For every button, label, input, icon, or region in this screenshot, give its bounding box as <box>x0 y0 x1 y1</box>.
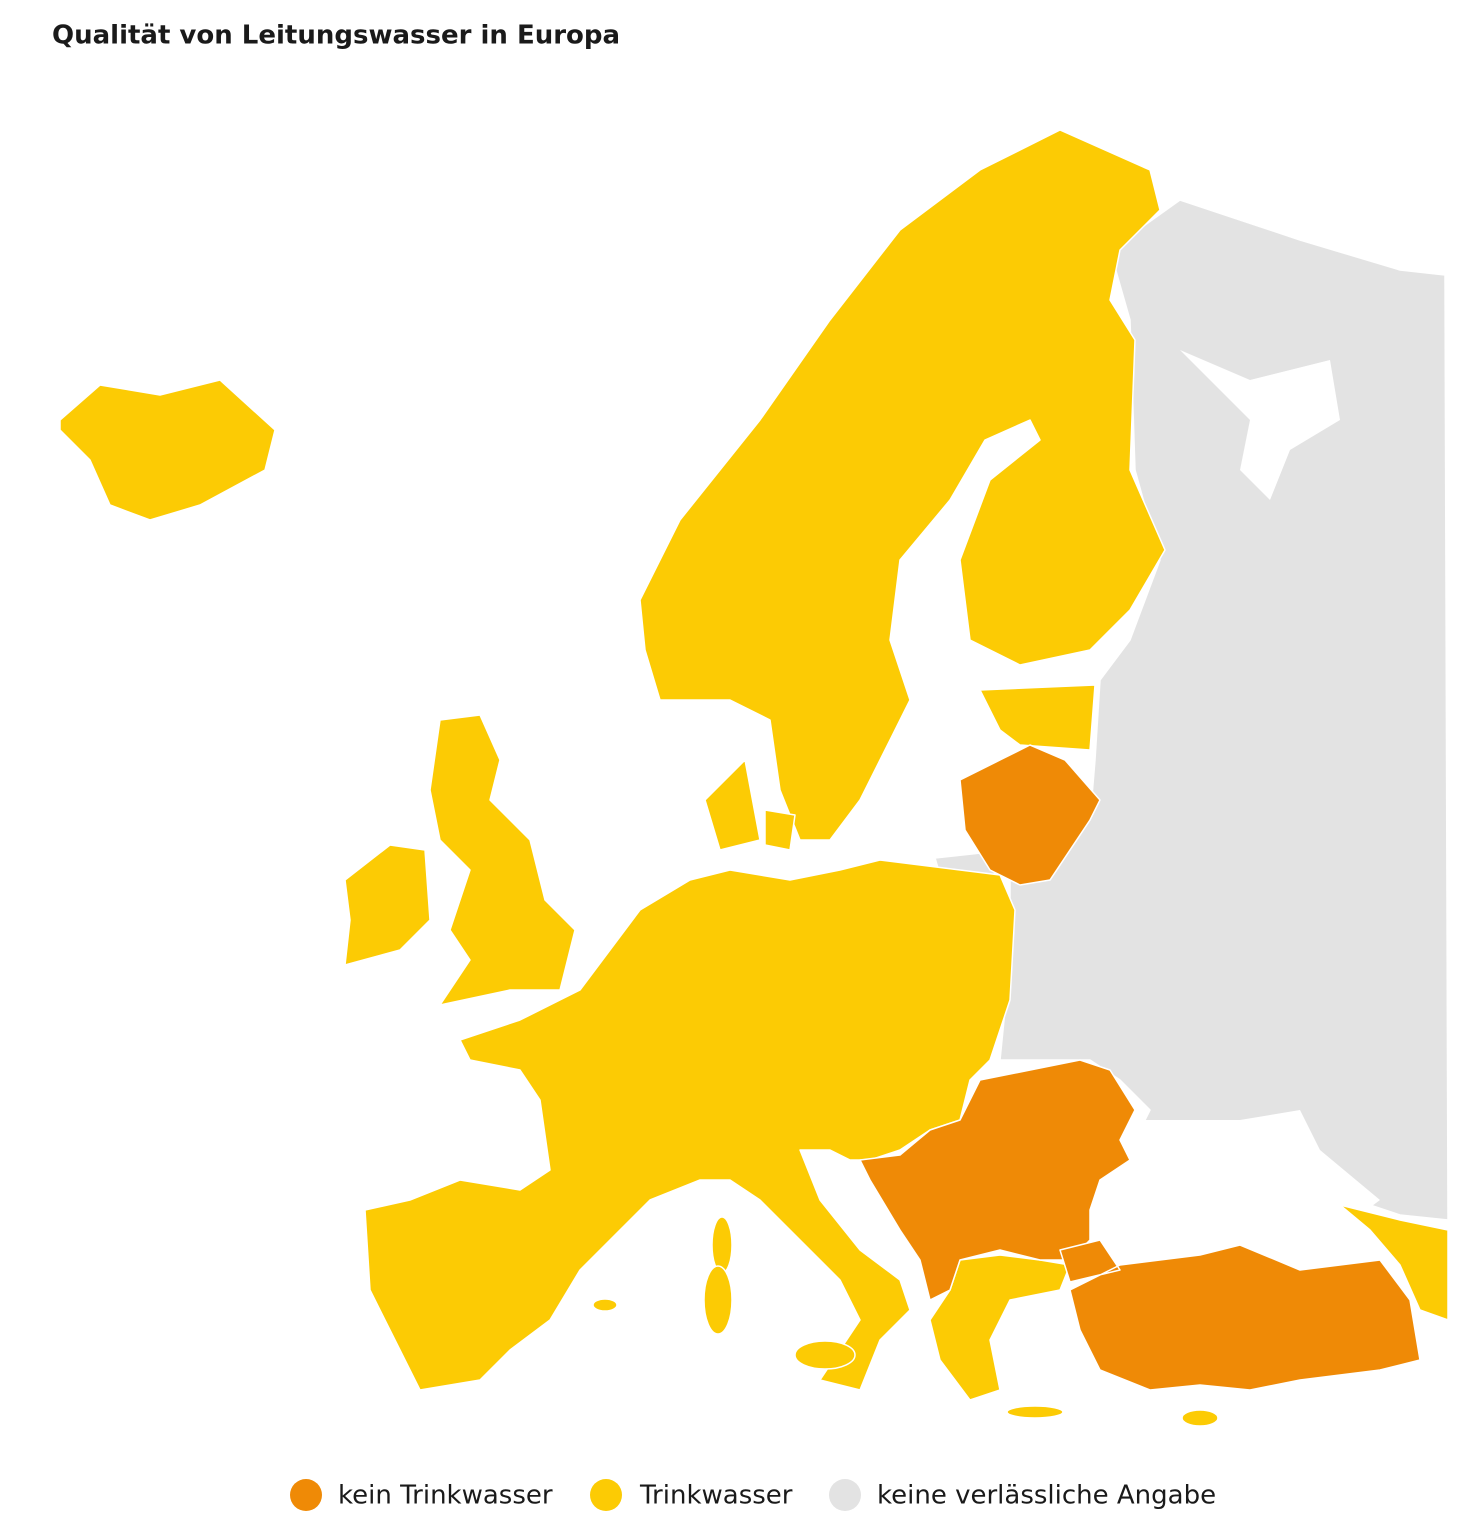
black-sea <box>1100 1110 1380 1262</box>
great-britain <box>429 714 576 1006</box>
legend-swatch <box>290 1479 322 1511</box>
estonia <box>979 684 1096 751</box>
crete <box>1006 1405 1064 1419</box>
turkey <box>1059 1239 1421 1391</box>
corsica <box>711 1216 733 1274</box>
sardinia <box>703 1265 733 1335</box>
scandinavia <box>639 129 1166 841</box>
white-sea <box>1180 350 1340 500</box>
legend-label: kein Trinkwasser <box>338 1481 553 1511</box>
cyprus <box>1181 1409 1219 1427</box>
legend-label: keine verlässliche Angabe <box>877 1481 1216 1511</box>
ireland <box>344 844 431 966</box>
sicily <box>794 1340 856 1370</box>
map-title: Qualität von Leitungswasser in Europa <box>52 21 620 51</box>
legend-swatch <box>829 1479 861 1511</box>
baltics <box>959 744 1101 886</box>
legend-swatch <box>590 1479 622 1511</box>
balearics <box>592 1298 618 1312</box>
region-grey <box>999 199 1449 1221</box>
continental-europe <box>364 859 1016 1391</box>
legend: kein Trinkwasser Trinkwasser keine verlä… <box>290 1479 1216 1511</box>
caucasus <box>1339 1204 1449 1321</box>
greece <box>929 1254 1071 1401</box>
legend-label: Trinkwasser <box>639 1481 793 1511</box>
denmark <box>704 759 796 851</box>
iceland <box>59 379 276 521</box>
map-shapes <box>59 129 1449 1427</box>
